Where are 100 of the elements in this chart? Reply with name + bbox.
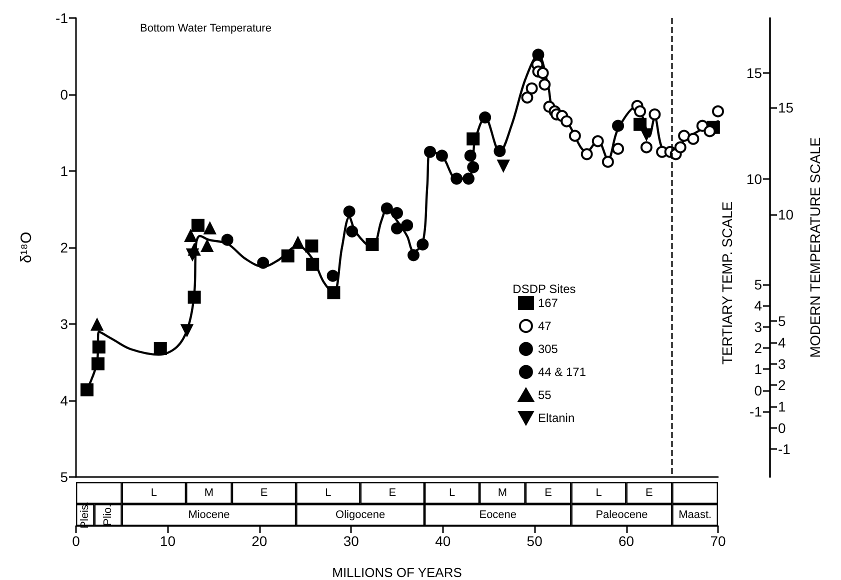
point [674, 141, 686, 154]
y-tick-label: 1 [60, 163, 68, 179]
x-tick-label: 70 [710, 533, 726, 549]
point [305, 239, 318, 252]
x-tick-label: 50 [526, 533, 543, 549]
y2-tick-label: -1 [750, 403, 762, 420]
point [466, 132, 480, 146]
point [191, 218, 204, 232]
point [326, 270, 339, 282]
data-label: L [448, 487, 456, 499]
point [401, 219, 414, 232]
data-label: M [204, 487, 214, 499]
y2-tick-label: 10 [746, 170, 762, 187]
point [221, 234, 234, 246]
y2-axis-title: TERTIARY TEMP. SCALE [719, 202, 735, 364]
point [306, 258, 320, 271]
data-label: Plio. [102, 504, 114, 526]
y-axis-title: δ¹⁸O [18, 232, 35, 264]
point [391, 222, 403, 234]
point [391, 207, 403, 220]
point [532, 48, 544, 61]
point [634, 118, 647, 131]
y2-tick-label: 0 [754, 382, 762, 398]
data-label: M [498, 487, 508, 499]
legend-label: 167 [538, 296, 558, 310]
point [292, 236, 304, 249]
y2-tick-label: 2 [754, 340, 762, 356]
point [186, 248, 198, 260]
point [462, 172, 475, 185]
data-label: Miocene [188, 509, 230, 521]
legend-label: 44 & 171 [538, 365, 586, 379]
x-tick-label: 60 [618, 533, 634, 549]
x-tick-label: 10 [160, 533, 176, 549]
x-tick-label: 40 [435, 533, 451, 549]
point [464, 150, 476, 162]
y-tick-label: 5 [60, 469, 68, 485]
y3-tick-label: -1 [778, 441, 791, 458]
data-label: E [260, 487, 268, 499]
point [154, 342, 167, 355]
point [380, 202, 393, 214]
point [80, 383, 94, 396]
data-label: L [325, 487, 332, 499]
point [612, 142, 624, 155]
data-label: Paleocene [596, 509, 648, 521]
point [640, 141, 652, 154]
point [424, 146, 436, 158]
point [648, 108, 661, 120]
y-tick-label: 2 [60, 240, 68, 256]
y3-tick-label: 4 [778, 334, 786, 350]
y3-tick-label: 1 [778, 398, 786, 415]
point [536, 67, 549, 80]
point [201, 240, 214, 252]
point [494, 145, 506, 158]
point [436, 150, 448, 162]
y2-tick-label: 5 [754, 276, 762, 293]
point [568, 130, 581, 142]
point [602, 156, 614, 168]
y3-axis-title: MODERN TEMPERATURE SCALE [807, 137, 823, 358]
point [712, 105, 724, 118]
data-label: L [150, 487, 158, 499]
point [92, 340, 106, 354]
y-tick-label: 0 [60, 86, 68, 102]
point [343, 206, 356, 218]
point [538, 78, 551, 91]
point [184, 230, 197, 242]
y-tick-label: 3 [60, 316, 68, 332]
point [634, 105, 646, 118]
data-label: Eocene [479, 509, 517, 521]
point [92, 357, 105, 370]
x-tick-label: 20 [252, 533, 268, 549]
point [188, 290, 201, 304]
y3-tick-label: 10 [778, 206, 794, 222]
y3-tick-label: 5 [778, 313, 786, 330]
point [521, 92, 534, 104]
point [678, 130, 690, 142]
y-tick-label: 4 [60, 392, 68, 408]
data-label: L [596, 487, 602, 499]
point [612, 120, 624, 132]
point [346, 225, 358, 238]
y2-tick-label: 15 [746, 64, 762, 81]
legend-label: 305 [538, 342, 558, 356]
point [704, 125, 716, 138]
point [497, 160, 510, 172]
legend-label: 47 [538, 319, 552, 333]
point [467, 161, 480, 174]
point [366, 238, 379, 251]
chart-title: Bottom Water Temperature [140, 22, 272, 34]
point [257, 256, 270, 269]
y3-tick-label: 15 [778, 100, 794, 116]
point [640, 128, 652, 140]
point [416, 238, 429, 250]
y2-tick-label: 3 [754, 318, 762, 335]
point [91, 318, 104, 331]
data-label: E [388, 487, 396, 499]
y3-tick-label: 2 [778, 377, 786, 394]
y2-tick-label: 4 [754, 298, 762, 314]
y3-tick-label: 3 [778, 356, 786, 372]
x-axis-title: MILLIONS OF YEARS [332, 565, 462, 580]
point [450, 172, 463, 185]
legend-title: DSDP Sites [512, 282, 576, 296]
